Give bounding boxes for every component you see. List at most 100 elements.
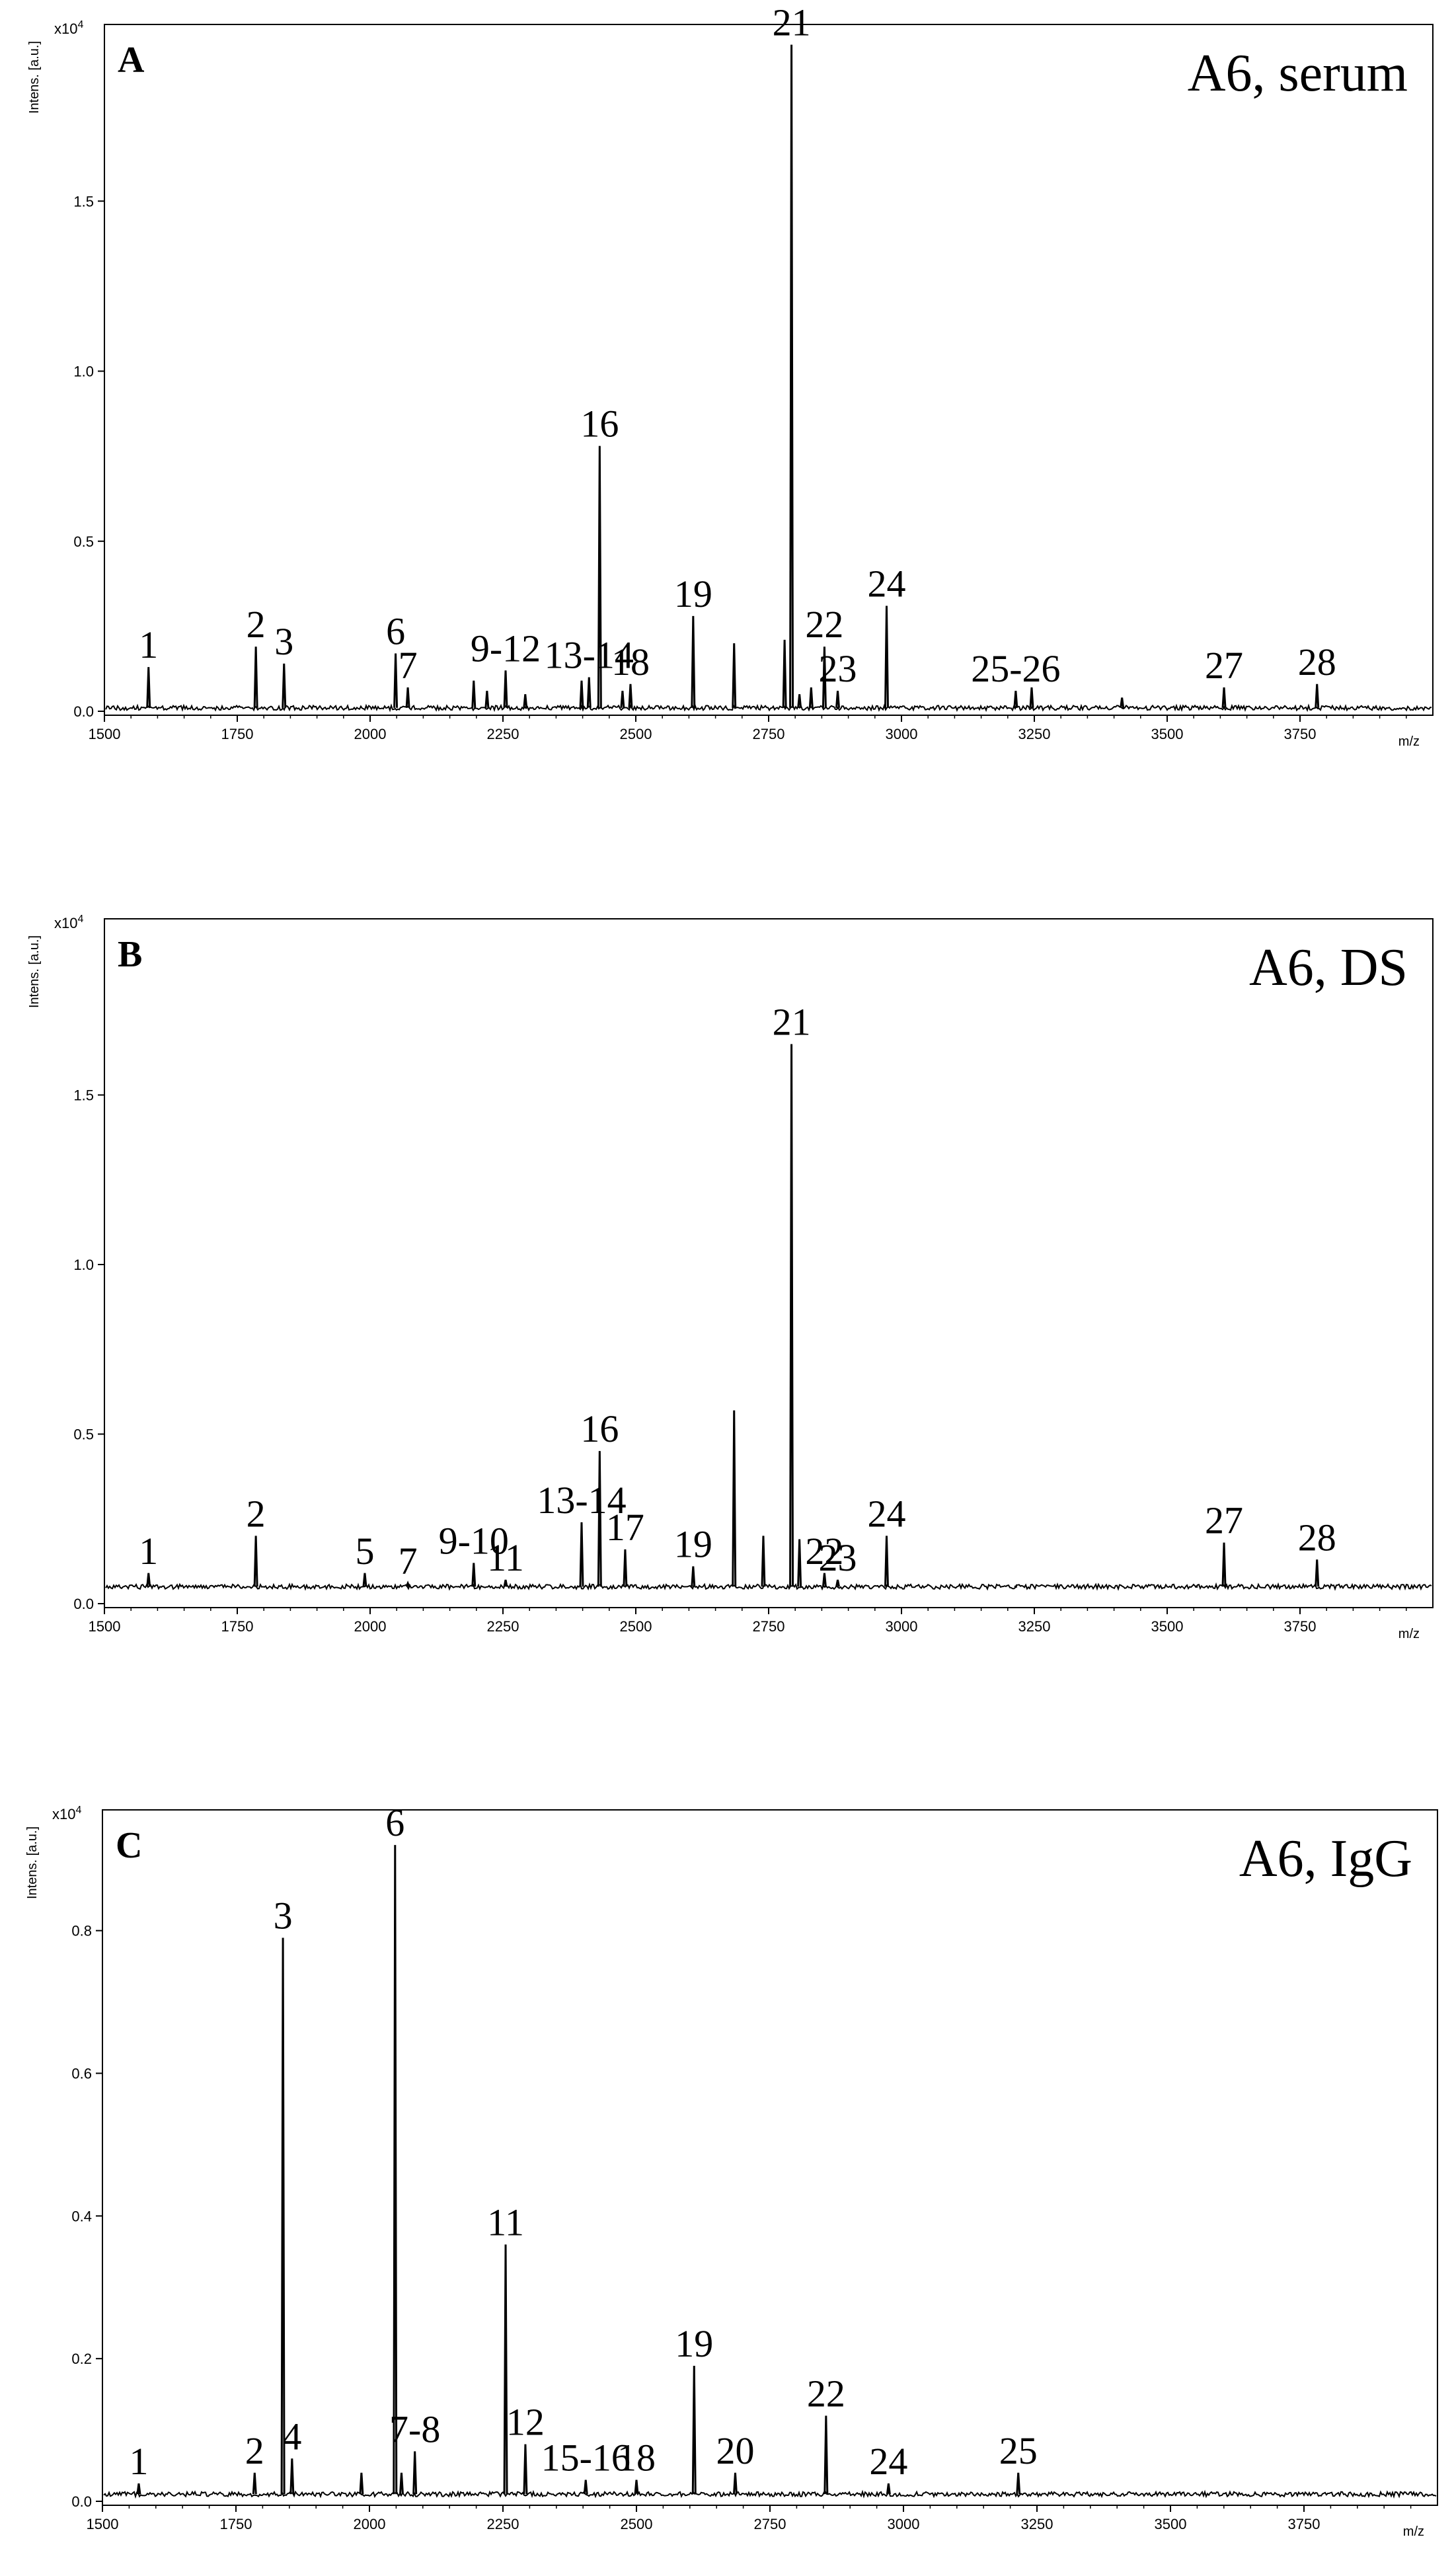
spectrum-peak [822, 1573, 827, 1587]
peak-label: 24 [867, 563, 905, 605]
spectrum-peak [1029, 687, 1034, 708]
peak-label: 23 [819, 647, 857, 690]
spectrum-peak [789, 44, 794, 708]
spectrum-peak [1315, 1559, 1320, 1587]
x-tick-label: 1500 [89, 726, 121, 742]
y-tick-label: 0.2 [71, 2351, 92, 2367]
spectrum-peak [1221, 1542, 1227, 1587]
x-axis-title: m/z [1398, 734, 1420, 749]
x-tick-label: 1750 [220, 2516, 252, 2532]
peak-label: 13-14 [545, 634, 634, 677]
spectrum-peak [393, 653, 399, 708]
panel-letter: A [118, 40, 145, 81]
spectrum-peak [412, 2451, 418, 2495]
spectrum-peak [1315, 683, 1320, 708]
x-tick-label: 1500 [87, 2516, 119, 2532]
x-axis-title: m/z [1398, 1627, 1420, 1641]
y-axis-title: Intens. [a.u.] [27, 935, 42, 1008]
x-tick-label: 2000 [354, 1618, 387, 1635]
peak-label: 12 [506, 2401, 545, 2444]
spectrum-peak [253, 1536, 258, 1587]
x-tick-label: 3000 [886, 1618, 918, 1635]
spectrum-peak [732, 643, 737, 708]
spectrum-peak [503, 1579, 508, 1587]
spectrum-baseline [105, 703, 1432, 713]
spectrum-peak [782, 639, 787, 708]
peak-label: 18 [617, 2437, 656, 2479]
x-tick-label: 2000 [354, 2516, 386, 2532]
peak-label: 28 [1298, 641, 1336, 683]
peak-label: 21 [773, 1, 811, 44]
peak-label: 27 [1205, 1499, 1243, 1542]
x-tick-label: 3750 [1284, 726, 1317, 742]
spectrum-peak [691, 1566, 696, 1587]
peak-label: 27 [1205, 644, 1243, 687]
spectrum-peak [583, 2479, 588, 2495]
x-tick-label: 2250 [487, 726, 519, 742]
y-multiplier-label: x104 [54, 914, 83, 931]
peak-label: 5 [355, 1530, 374, 1573]
x-tick-label: 1750 [221, 1618, 254, 1635]
spectrum-peak [691, 2365, 697, 2495]
panel-title: A6, DS [1249, 939, 1408, 997]
peak-label: 16 [580, 403, 619, 446]
spectrum-peak [597, 446, 602, 708]
spectrum-peak [253, 646, 258, 708]
peak-label: 2 [247, 1492, 266, 1535]
x-tick-label: 3250 [1018, 726, 1051, 742]
spectrum-peak [405, 1581, 410, 1587]
x-tick-label: 2250 [487, 2516, 519, 2532]
spectrum-peak [628, 683, 633, 708]
spectrum-peak [586, 677, 592, 708]
spectrum-peak [252, 2472, 257, 2495]
spectrum-peak [691, 615, 696, 708]
spectrum-peak [280, 1937, 286, 2495]
spectrum-peak [362, 1573, 367, 1587]
spectrum-peak [597, 1451, 602, 1587]
peak-label: 6 [385, 1801, 404, 1844]
y-multiplier-base: x10 [54, 915, 77, 931]
y-tick-label: 1.5 [73, 193, 94, 210]
y-tick-label: 0.4 [71, 2208, 92, 2224]
y-tick-label: 1.0 [73, 1257, 94, 1273]
spectrum-peak [789, 1044, 794, 1587]
spectrum-peak [359, 2472, 364, 2495]
spectrum-peak [886, 2483, 891, 2495]
x-tick-label: 2750 [753, 726, 785, 742]
x-tick-label: 2500 [621, 2516, 653, 2532]
y-tick-label: 1.0 [73, 364, 94, 380]
peak-label: 24 [869, 2440, 907, 2483]
y-tick-label: 0.8 [71, 1923, 92, 1939]
peak-label: 19 [674, 572, 712, 615]
y-multiplier-base: x10 [54, 20, 77, 37]
panel-title: A6, serum [1188, 44, 1408, 102]
spectrum-peak [282, 663, 287, 708]
peak-label: 16 [580, 1407, 619, 1450]
peak-label: 25 [999, 2429, 1038, 2472]
spectrum-peak [503, 670, 508, 708]
panel-title: A6, IgG [1239, 1830, 1412, 1888]
spectrum-peak [797, 694, 802, 708]
spectrum-peak [136, 2483, 141, 2495]
spectrum-peak [523, 2444, 528, 2495]
peak-label: 28 [1298, 1516, 1336, 1559]
x-tick-label: 3250 [1018, 1618, 1051, 1635]
peak-label: 11 [487, 2201, 524, 2244]
spectrum-peak [761, 1536, 766, 1587]
peak-label: 17 [606, 1506, 644, 1549]
x-tick-label: 3250 [1021, 2516, 1053, 2532]
x-tick-label: 3500 [1151, 1618, 1184, 1635]
x-tick-label: 2500 [620, 726, 652, 742]
x-tick-label: 2000 [354, 726, 387, 742]
x-tick-label: 2750 [754, 2516, 786, 2532]
spectrum-peak [1221, 687, 1227, 708]
spectrum-baseline [105, 1582, 1432, 1591]
spectrum-peak [146, 667, 151, 708]
peak-label: 23 [819, 1536, 857, 1579]
y-multiplier-exponent: 4 [77, 914, 83, 925]
peak-label: 3 [274, 620, 293, 663]
spectrum-peak [579, 680, 584, 708]
spectrum-peak [399, 2472, 404, 2495]
spectrum-peak [503, 2244, 508, 2495]
